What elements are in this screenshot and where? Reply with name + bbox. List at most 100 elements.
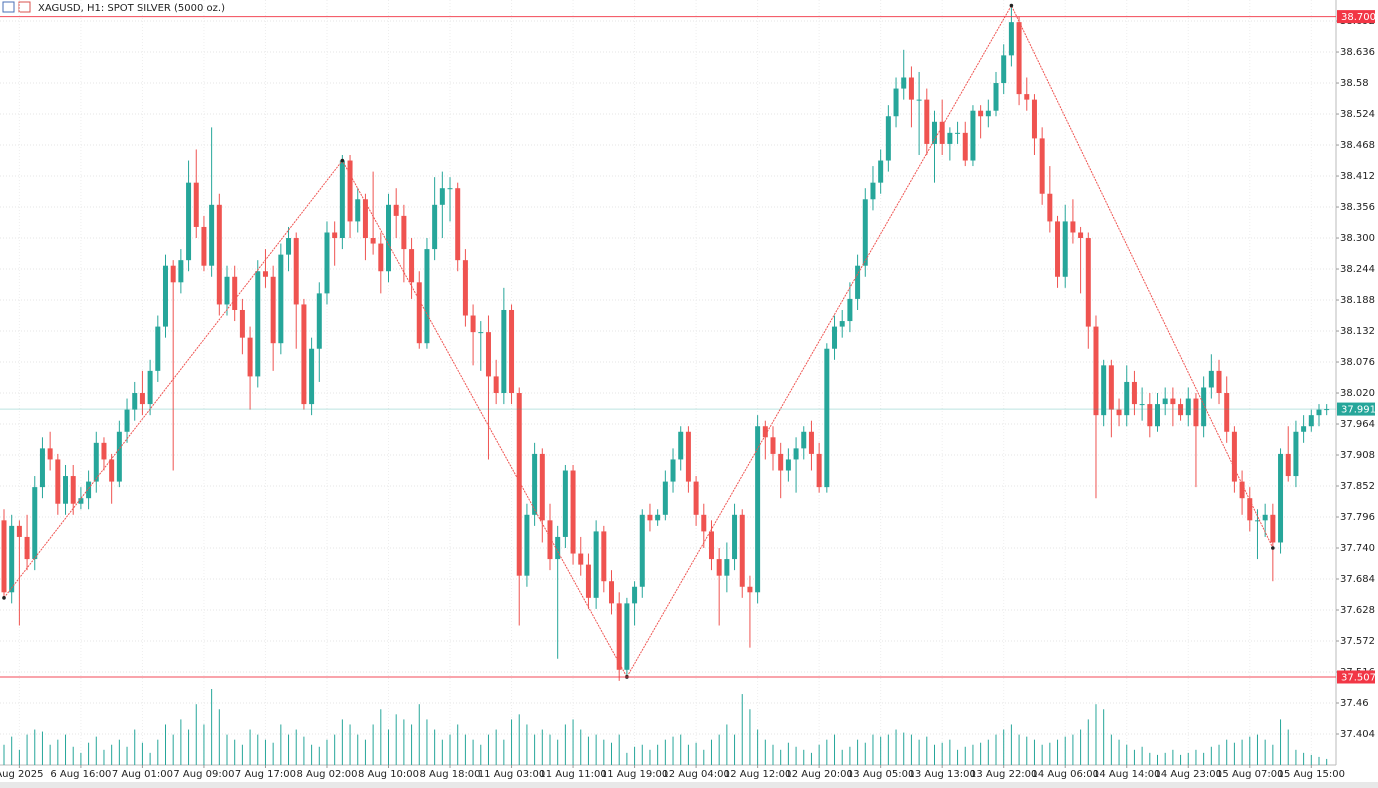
candle-body: [1170, 398, 1176, 405]
candle-body: [1024, 94, 1030, 100]
candle-body: [924, 99, 930, 144]
candle-body: [1239, 481, 1245, 499]
y-tick-label: 37.796: [1340, 512, 1375, 523]
candle-body: [524, 514, 530, 576]
candle-body: [1185, 398, 1191, 416]
candle-body: [262, 271, 268, 277]
candle-body: [9, 525, 15, 593]
candle-body: [624, 603, 630, 670]
y-tick-label: 38.412: [1340, 171, 1375, 182]
candle-body: [609, 581, 615, 604]
candle-body: [447, 188, 453, 190]
candle-body: [993, 83, 999, 111]
x-tick-label: 8 Aug 10:00: [358, 769, 419, 780]
candle-body: [785, 459, 791, 471]
candle-body: [386, 204, 391, 272]
x-tick-label: 14 Aug 23:00: [1155, 769, 1222, 780]
candle-body: [870, 182, 876, 200]
candle-body: [162, 265, 168, 327]
y-tick-label: 38.356: [1340, 202, 1375, 213]
candle-body: [78, 498, 84, 504]
candle-body: [1270, 514, 1276, 543]
candle-body: [647, 514, 653, 521]
candle-body: [55, 459, 61, 504]
candle-body: [770, 437, 776, 454]
y-tick-label: 37.628: [1340, 605, 1375, 616]
price-label-box: [1337, 670, 1375, 684]
y-tick-label: 38.524: [1340, 109, 1375, 120]
candle-body: [1301, 426, 1307, 432]
y-tick-label: 37.572: [1340, 636, 1375, 647]
candle-body: [286, 238, 292, 255]
candle-body: [1247, 498, 1253, 521]
candle-body: [139, 393, 145, 405]
candle-body: [347, 160, 353, 222]
candle-body: [724, 559, 730, 576]
candle-body: [893, 88, 899, 117]
x-tick-label: 12 Aug 12:00: [724, 769, 791, 780]
candle-body: [955, 132, 961, 134]
candle-body: [1178, 404, 1184, 416]
x-tick-label: 6 Aug 16:00: [50, 769, 111, 780]
candle-body: [693, 481, 699, 515]
candle-body: [755, 426, 761, 593]
candle-body: [585, 564, 591, 598]
candle-body: [124, 409, 130, 432]
candle-body: [416, 282, 422, 344]
candle-body: [1078, 232, 1084, 239]
candle-body: [878, 160, 884, 183]
candle-body: [1001, 55, 1007, 84]
icon-chart[interactable]: [18, 1, 31, 13]
zigzag-point: [1271, 546, 1275, 550]
candle-body: [224, 276, 230, 305]
candle-body: [324, 232, 330, 294]
candle-body: [908, 77, 914, 100]
candle-body: [532, 453, 538, 515]
y-tick-label: 38.020: [1340, 388, 1375, 399]
candle-body: [862, 199, 868, 266]
candle-body: [670, 459, 676, 482]
candle-body: [1278, 453, 1284, 543]
price-label-box: [1337, 402, 1375, 416]
candle-body: [839, 321, 845, 327]
x-tick-label: 14 Aug 06:00: [1032, 769, 1099, 780]
candle-body: [332, 232, 338, 239]
candle-body: [309, 348, 315, 405]
candle-body: [716, 559, 722, 576]
candle-body: [339, 160, 345, 239]
candle-body: [793, 448, 799, 460]
candle-body: [685, 431, 691, 482]
candle-body: [1124, 381, 1130, 416]
y-tick-label: 38.188: [1340, 295, 1375, 306]
candle-body: [1162, 398, 1168, 405]
candle-body: [832, 326, 838, 349]
candle-body: [370, 238, 376, 244]
candle-body: [216, 204, 222, 305]
candle-body: [555, 536, 561, 560]
y-tick-label: 38.244: [1340, 264, 1375, 275]
y-tick-label: 38.132: [1340, 326, 1375, 337]
icon-list[interactable]: [2, 1, 15, 13]
candle-body: [70, 476, 76, 504]
x-tick-label: 13 Aug 13:00: [908, 769, 975, 780]
candle-body: [1262, 514, 1268, 521]
candle-body: [662, 481, 668, 515]
candle-body: [1047, 193, 1053, 222]
candle-body: [678, 431, 684, 460]
candle-body: [539, 453, 545, 521]
candle-body: [578, 553, 584, 565]
candle-body: [93, 442, 99, 482]
x-tick-label: 15 Aug 15:00: [1278, 769, 1345, 780]
candle-body: [201, 226, 207, 266]
candle-body: [1039, 138, 1045, 194]
candle-body: [562, 470, 568, 537]
candle-body: [1108, 365, 1114, 410]
candle-body: [1031, 99, 1037, 139]
y-tick-label: 37.404: [1340, 729, 1375, 740]
candle-body: [547, 520, 553, 560]
candle-body: [24, 536, 30, 560]
candle-body: [186, 182, 192, 261]
candle-body: [485, 332, 491, 377]
